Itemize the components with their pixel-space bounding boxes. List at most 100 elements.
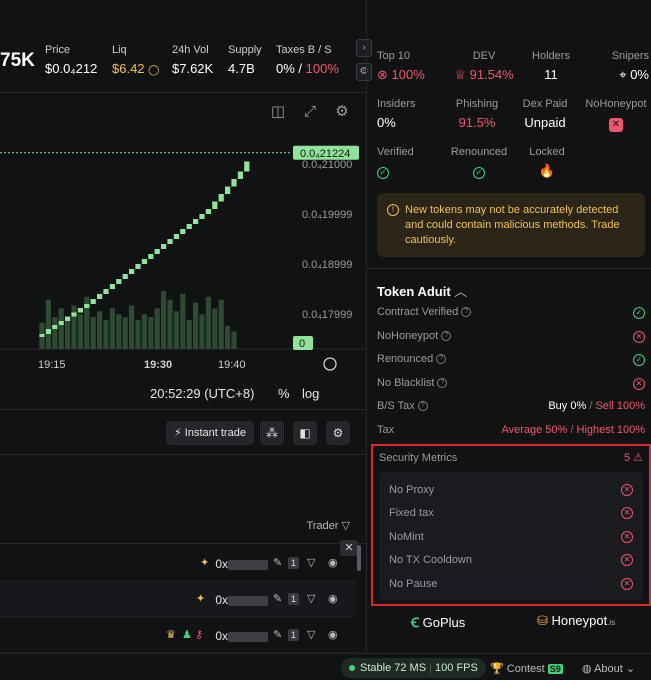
token-audit-toggle[interactable]: Token Aduit ︿ — [377, 281, 467, 300]
chart-tools: ◫ ⤢ ⚙ — [268, 103, 352, 121]
filter-icon[interactable]: ▽ — [307, 593, 316, 605]
volume-bar — [173, 311, 179, 349]
bs-buy: Buy 0% — [548, 400, 587, 412]
chevron-down-icon: ⌄ — [625, 663, 636, 675]
layout-toggle-button[interactable]: ◧ — [293, 421, 317, 445]
percent-scale-toggle[interactable]: % — [278, 386, 290, 401]
edit-icon[interactable]: ✎ — [273, 593, 283, 605]
stat-label: Price — [45, 44, 71, 56]
metric-label: Dex Paid — [522, 98, 568, 110]
audit-label: NoHoneypot — [377, 330, 439, 342]
axis-settings-icon[interactable] — [323, 357, 337, 371]
risk-warning: ! New tokens may not be accurately detec… — [377, 193, 645, 257]
honeypot-icon: ⛁ — [537, 613, 548, 628]
volume-bar — [45, 299, 51, 349]
metric-value: 100% — [391, 67, 425, 82]
stat-24h-vol: 24h Vol $7.62K — [172, 44, 213, 76]
token-security-panel: Top 10 ⊗ 100% DEV ♕ 91.54% Holders 11 Sn… — [366, 0, 651, 680]
audit-label: Contract Verified — [377, 306, 459, 318]
volume-bar — [231, 331, 237, 349]
metric-label: Holders — [532, 50, 570, 62]
metric-label: Verified — [377, 146, 414, 158]
table-row[interactable]: ✦ 0x ✎ 1 ▽ ◉ — [0, 581, 356, 617]
instant-trade-button[interactable]: ⚡ Instant trade — [166, 421, 254, 445]
help-icon[interactable]: ? — [441, 331, 452, 342]
honeypot-label: Honeypot — [551, 613, 608, 628]
contest-link[interactable]: 🏆 Contest S9 — [490, 662, 563, 675]
volume-bar — [58, 308, 64, 349]
help-icon[interactable]: ? — [417, 401, 428, 412]
connection-status[interactable]: Stable 72 MS | 100 FPS — [341, 658, 486, 678]
edit-icon[interactable]: ✎ — [273, 557, 283, 569]
help-icon[interactable]: ? — [461, 307, 472, 318]
volume-bar — [141, 314, 147, 349]
wallet-prefix: 0x — [215, 557, 228, 571]
count-badge: 1 — [288, 593, 299, 605]
chart-icon[interactable]: ◉ — [328, 557, 338, 569]
x-circle-icon: ✕ — [621, 484, 633, 496]
audit-label: Renounced — [377, 353, 434, 365]
log-scale-toggle[interactable]: log — [302, 386, 320, 401]
volume-bar — [116, 314, 122, 349]
goplus-link[interactable]: Ꞓ GoPlus — [411, 613, 465, 631]
chart-icon[interactable]: ◉ — [328, 629, 338, 641]
price-chart[interactable]: 0.0₄21224 0.0₄21000 0.0₄19999 0.0₄18999 0.0₄… — [0, 93, 366, 410]
security-item: No Pause ✕ — [389, 578, 633, 592]
goplus-icon: Ꞓ — [411, 615, 419, 630]
trade-settings-button[interactable]: ⚙ — [326, 421, 350, 445]
candle — [58, 321, 64, 325]
security-item-label: Fixed tax — [389, 507, 434, 519]
stat-label: 24h Vol — [172, 44, 209, 56]
fps-readout: 100 FPS — [435, 662, 478, 674]
filter-icon[interactable]: ▽ — [341, 520, 350, 532]
help-icon[interactable]: ? — [437, 378, 448, 389]
camera-icon[interactable]: ◫ — [270, 103, 286, 120]
about-menu[interactable]: ◍ About ⌄ — [582, 662, 635, 675]
table-row[interactable]: ♛ ♟ ⚷ 0x ✎ 1 ▽ ◉ — [0, 617, 356, 653]
close-icon[interactable]: ✕ — [340, 540, 358, 556]
volume-bar — [148, 317, 154, 349]
connection-latency: Stable 72 MS — [360, 662, 427, 674]
security-item-label: No Pause — [389, 578, 438, 590]
help-icon[interactable]: ? — [436, 354, 447, 365]
about-label: About — [594, 663, 623, 675]
edit-icon[interactable]: ✎ — [273, 629, 283, 641]
candle — [90, 299, 96, 304]
candle — [141, 259, 147, 264]
count-badge: 1 — [288, 557, 299, 569]
target-icon: ⌖ — [619, 67, 627, 82]
metric-label: Snipers — [611, 50, 649, 62]
candle — [71, 312, 77, 317]
candle — [84, 304, 90, 308]
volume-bar — [103, 320, 109, 349]
security-item: No TX Cooldown ✕ — [389, 554, 633, 568]
volume-bar — [154, 308, 160, 349]
candle — [116, 279, 122, 284]
bs-sell: Sell 100% — [595, 400, 645, 412]
trader-column-header[interactable]: Trader ▽ — [306, 519, 350, 532]
gear-icon[interactable]: ⚙ — [335, 103, 349, 120]
metric-nohoneypot: NoHoneypot ✕ — [581, 98, 651, 132]
filter-icon[interactable]: ▽ — [307, 629, 316, 641]
y-tick-label: 0.0₄17999 — [302, 309, 352, 321]
settings-icon[interactable]: ⚙ — [356, 63, 372, 81]
y-tick-label: 0.0₄19999 — [302, 209, 352, 221]
bubbles-button[interactable]: ⁂ — [260, 421, 284, 445]
status-bar: Stable 72 MS | 100 FPS 🏆 Contest S9 ◍ Ab… — [0, 653, 651, 680]
honeypot-link[interactable]: ⛁ Honeypot.is — [537, 613, 615, 629]
y-tick-label: 0.0₄21000 — [302, 159, 352, 171]
candle — [193, 219, 199, 224]
trades-scrollbar[interactable] — [357, 545, 361, 571]
filter-icon[interactable]: ▽ — [307, 557, 316, 569]
metric-value: Unpaid — [524, 115, 566, 130]
chart-icon[interactable]: ◉ — [328, 593, 338, 605]
chevron-right-icon[interactable]: › — [356, 39, 372, 57]
metric-value: 91.54% — [469, 67, 514, 82]
metric-value: 91.5% — [458, 115, 496, 130]
candle — [109, 284, 115, 289]
audit-label: No Blacklist — [377, 377, 435, 389]
stat-label: Taxes B / S — [276, 44, 332, 56]
table-row[interactable]: ✦ 0x ✎ 1 ▽ ◉ — [0, 545, 356, 581]
expand-icon[interactable]: ⤢ — [303, 103, 316, 120]
